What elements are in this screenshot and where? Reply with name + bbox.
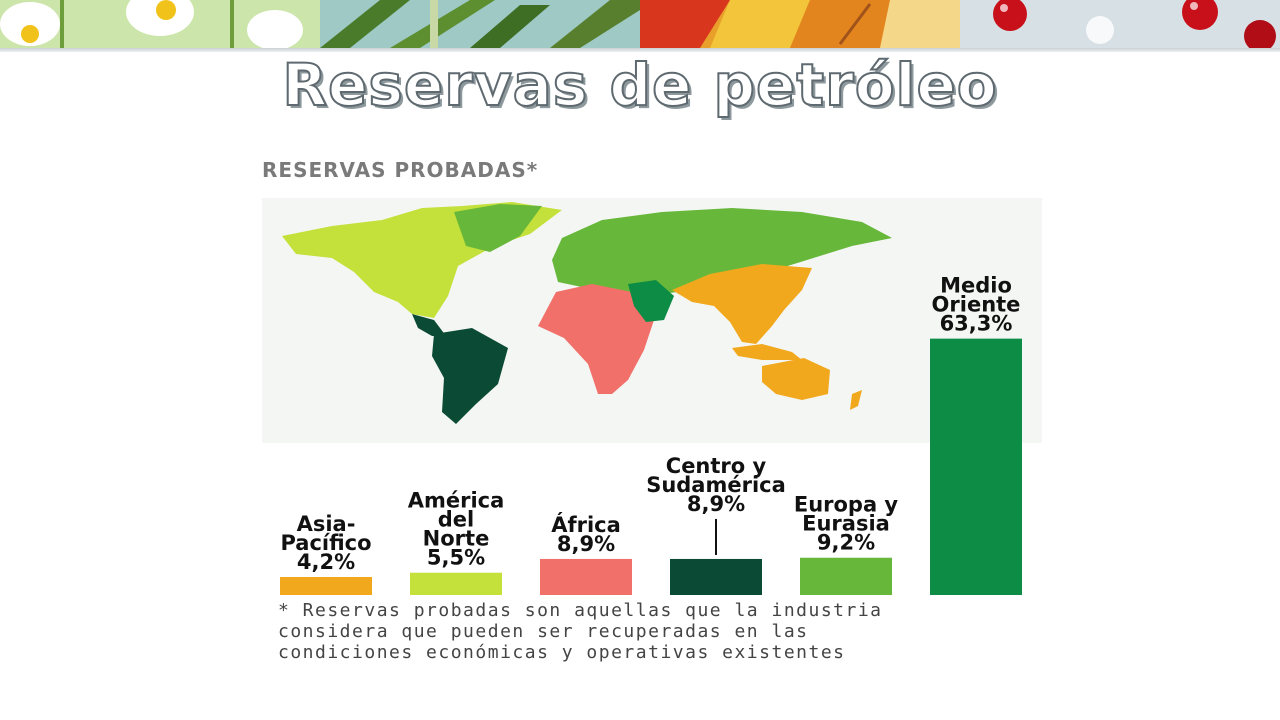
season-banner <box>0 0 1280 48</box>
region-middle-east <box>628 280 674 322</box>
bar-value-label: 8,9% <box>557 532 615 556</box>
bar-category-label: Eurasia <box>802 512 890 536</box>
region-greenland <box>454 204 542 252</box>
bar-value-label: 5,5% <box>427 546 485 570</box>
footnote: * Reservas probadas son aquellas que la … <box>278 600 1048 663</box>
region-central-america <box>412 314 446 336</box>
banner-divider <box>0 48 1280 52</box>
bar-value-label: 8,9% <box>687 492 745 516</box>
bar-category-label: Medio <box>940 274 1012 298</box>
bar-europa-y-eurasia <box>800 557 892 595</box>
bar-centro-y-sudamerica <box>670 558 762 595</box>
region-south-america <box>432 328 508 424</box>
region-indonesia <box>732 344 802 360</box>
winter-berries-image <box>960 0 1280 48</box>
bar-category-label: América <box>408 489 505 513</box>
footnote-line: considera que pueden ser recuperadas en … <box>278 621 809 642</box>
bar-value-label: 9,2% <box>817 531 875 555</box>
region-australia <box>762 358 830 400</box>
footnote-line: condiciones económicas y operativas exis… <box>278 642 846 663</box>
figure-heading: RESERVAS PROBADAS* <box>262 158 539 182</box>
bar-category-label: Oriente <box>932 293 1021 317</box>
region-africa <box>538 284 654 394</box>
bar-category-label: Centro y <box>666 454 767 478</box>
slide-title: Reservas de petróleo <box>281 51 998 119</box>
bar-value-label: 4,2% <box>297 550 355 574</box>
bar-value-label: 63,3% <box>940 312 1013 336</box>
bar-category-label: Asia- <box>297 512 356 536</box>
bar-category-label: Pacífico <box>280 531 371 555</box>
region-new-zealand <box>850 390 862 410</box>
bar-america-del-norte <box>410 572 502 595</box>
world-map <box>262 198 1042 443</box>
bar-africa <box>540 558 632 595</box>
footnote-line: * Reservas probadas son aquellas que la … <box>278 600 883 621</box>
region-asia-pacific <box>672 264 812 344</box>
spring-flowers-image <box>0 0 320 48</box>
bar-category-label: Norte <box>423 527 490 551</box>
region-europe-eurasia <box>552 208 892 294</box>
autumn-leaves-image <box>640 0 960 48</box>
summer-palm-image <box>320 0 640 48</box>
bar-category-label: del <box>438 508 474 532</box>
bar-asia-pacifico <box>280 577 372 595</box>
bar-category-label: África <box>551 512 621 537</box>
bar-category-label: Europa y <box>794 493 899 517</box>
oil-reserves-figure: RESERVAS PROBADAS* Asia- Pa <box>258 150 1058 670</box>
bar-medio-oriente <box>930 338 1022 595</box>
bar-category-label: Sudamérica <box>646 473 786 497</box>
